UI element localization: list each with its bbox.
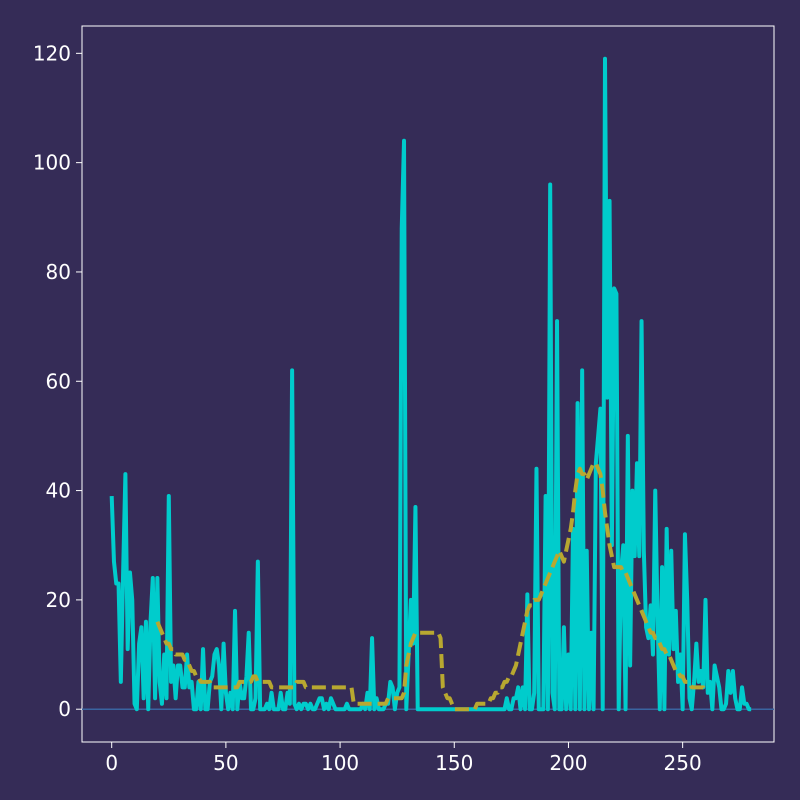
y-tick-label: 80 [46,260,71,284]
x-tick-label: 0 [105,751,118,775]
series-line-solid [109,56,752,712]
y-tick-label: 60 [46,369,71,393]
x-axis: 0 50 100 150 200 250 [105,742,702,775]
y-tick-label: 100 [33,151,71,175]
x-tick-label: 100 [321,751,359,775]
series-line-dashed [155,461,708,712]
y-tick-label: 40 [46,479,71,503]
x-tick-label: 250 [664,751,702,775]
plot-area-frame [81,25,775,743]
series-layer [109,56,752,712]
x-tick-label: 150 [435,751,473,775]
x-tick-label: 50 [213,751,238,775]
x-tick-label: 200 [549,751,587,775]
y-axis: 0 20 40 60 80 100 120 [33,41,82,721]
y-tick-label: 20 [46,588,71,612]
y-tick-label: 120 [33,41,71,65]
y-tick-label: 0 [58,697,71,721]
